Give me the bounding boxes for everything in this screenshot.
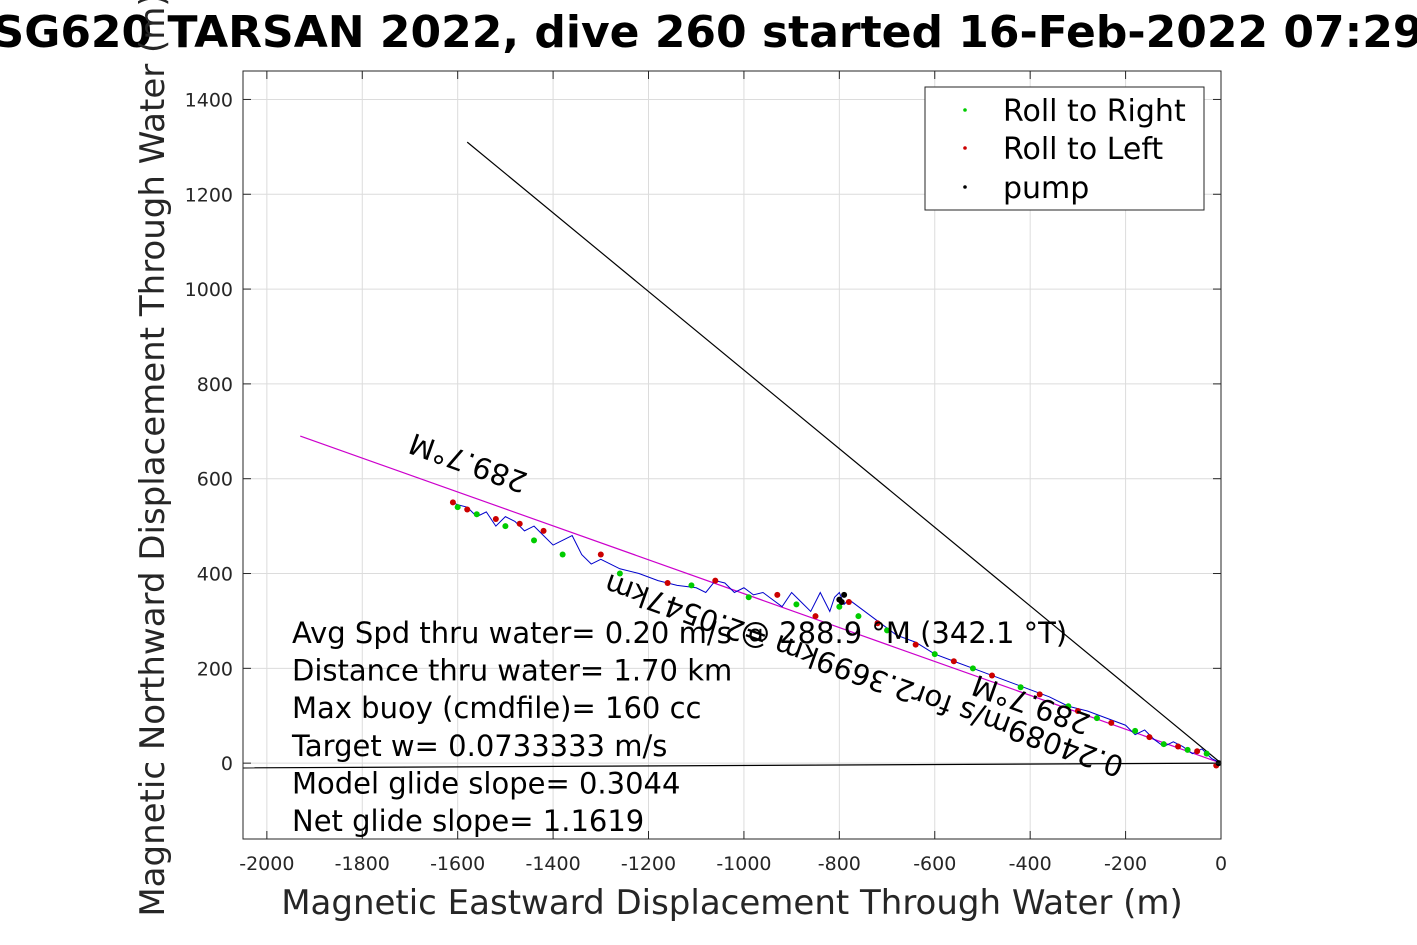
y-tick-label: 0 bbox=[221, 753, 233, 775]
y-axis-label: Magnetic Northward Displacement Through … bbox=[133, 0, 173, 917]
roll-left-point bbox=[1108, 719, 1115, 726]
roll-right-point bbox=[616, 570, 623, 577]
roll-left-point bbox=[1074, 708, 1081, 714]
roll-left-point bbox=[1175, 743, 1182, 750]
stats-line: Avg Spd thru water= 0.20 m/s @ 288.9 °M … bbox=[292, 616, 1067, 650]
y-tick-label: 1200 bbox=[185, 184, 233, 206]
y-tick-label: 1000 bbox=[185, 279, 233, 301]
roll-left-point bbox=[774, 591, 781, 598]
roll-right-point bbox=[688, 582, 695, 589]
dive-track bbox=[452, 501, 1222, 764]
roll-left-point bbox=[989, 672, 996, 679]
roll-right-point bbox=[1203, 750, 1210, 757]
legend-marker-roll-right bbox=[963, 108, 967, 112]
track-line bbox=[452, 501, 1222, 764]
roll-left-point bbox=[664, 580, 671, 586]
roll-left-point bbox=[1036, 691, 1043, 698]
x-tick-label: -400 bbox=[1009, 853, 1052, 875]
roll-right-point bbox=[855, 613, 862, 620]
x-tick-label: -1800 bbox=[335, 853, 390, 875]
reference-line bbox=[466, 141, 1222, 764]
roll-left-point bbox=[449, 499, 456, 506]
x-tick-label: -1200 bbox=[621, 853, 676, 875]
roll-right-point bbox=[884, 627, 891, 634]
stats-line: Target w= 0.0733333 m/s bbox=[291, 729, 667, 763]
stats-line: Model glide slope= 0.3044 bbox=[292, 766, 680, 800]
roll-right-point bbox=[931, 651, 938, 658]
roll-left-point bbox=[540, 527, 547, 534]
legend-marker-roll-left bbox=[963, 146, 967, 150]
roll-right-point bbox=[836, 603, 843, 610]
roll-points bbox=[449, 499, 1222, 769]
axis-ticks: -2000 -1800 -1600 -1400 -1200 -1000 -800 -600 -4… bbox=[185, 71, 1227, 875]
legend-marker-pump bbox=[963, 185, 967, 189]
roll-left-point bbox=[597, 551, 604, 558]
roll-right-point bbox=[473, 511, 480, 518]
plot-frame bbox=[242, 70, 1222, 840]
y-tick-label: 600 bbox=[197, 469, 233, 491]
y-tick-label: 200 bbox=[197, 658, 233, 680]
y-tick-label: 1400 bbox=[185, 89, 233, 111]
roll-right-point bbox=[745, 594, 752, 601]
stats-annotations: Avg Spd thru water= 0.20 m/s @ 288.9 °M … bbox=[291, 616, 1067, 838]
legend-label-pump: pump bbox=[1003, 171, 1089, 206]
legend-label-roll-left: Roll to Left bbox=[1003, 132, 1163, 167]
roll-left-point bbox=[845, 598, 852, 605]
grid-lines bbox=[243, 71, 1222, 839]
roll-right-point bbox=[1017, 684, 1024, 691]
roll-left-point bbox=[1194, 748, 1201, 755]
roll-left-point bbox=[516, 520, 523, 527]
pump-point bbox=[836, 596, 843, 603]
x-tick-label: -1000 bbox=[716, 853, 771, 875]
roll-left-point bbox=[712, 577, 719, 584]
pump-point bbox=[841, 591, 848, 598]
roll-right-point bbox=[1065, 703, 1072, 710]
legend-label-roll-right: Roll to Right bbox=[1003, 94, 1186, 129]
x-axis-label: Magnetic Eastward Displacement Through W… bbox=[281, 883, 1183, 923]
roll-left-point bbox=[874, 620, 881, 627]
x-tick-label: -2000 bbox=[239, 853, 294, 875]
roll-left-point bbox=[1146, 734, 1153, 741]
roll-right-point bbox=[1184, 746, 1191, 753]
x-tick-label: 0 bbox=[1215, 853, 1227, 875]
roll-left-point bbox=[950, 658, 957, 665]
chart-title: SG620 TARSAN 2022, dive 260 started 16-F… bbox=[0, 7, 1417, 58]
roll-right-point bbox=[559, 551, 566, 558]
roll-right-point bbox=[502, 523, 509, 530]
stats-line: Distance thru water= 1.70 km bbox=[292, 654, 732, 688]
stats-line: Max buoy (cmdfile)= 160 cc bbox=[292, 691, 701, 725]
x-tick-label: -200 bbox=[1104, 853, 1147, 875]
y-tick-label: 800 bbox=[197, 374, 233, 396]
stats-line: Net glide slope= 1.1619 bbox=[292, 804, 644, 838]
roll-right-point bbox=[1132, 727, 1139, 734]
roll-left-point bbox=[812, 613, 819, 620]
x-tick-label: -600 bbox=[913, 853, 956, 875]
x-tick-label: -1400 bbox=[525, 853, 580, 875]
y-tick-label: 400 bbox=[197, 564, 233, 586]
legend-box bbox=[924, 86, 1205, 211]
roll-right-point bbox=[531, 537, 538, 544]
roll-right-point bbox=[1093, 715, 1100, 722]
roll-left-point bbox=[912, 641, 919, 648]
roll-right-point bbox=[454, 504, 461, 511]
legend: Roll to Right Roll to Left pump bbox=[924, 86, 1205, 211]
roll-right-point bbox=[793, 601, 800, 608]
reference-line bbox=[242, 762, 1222, 769]
roll-left-point bbox=[464, 506, 471, 513]
roll-left-point bbox=[492, 516, 499, 522]
roll-right-point bbox=[1160, 741, 1167, 748]
x-tick-label: -800 bbox=[818, 853, 861, 875]
x-tick-label: -1600 bbox=[430, 853, 485, 875]
roll-right-point bbox=[969, 665, 976, 672]
